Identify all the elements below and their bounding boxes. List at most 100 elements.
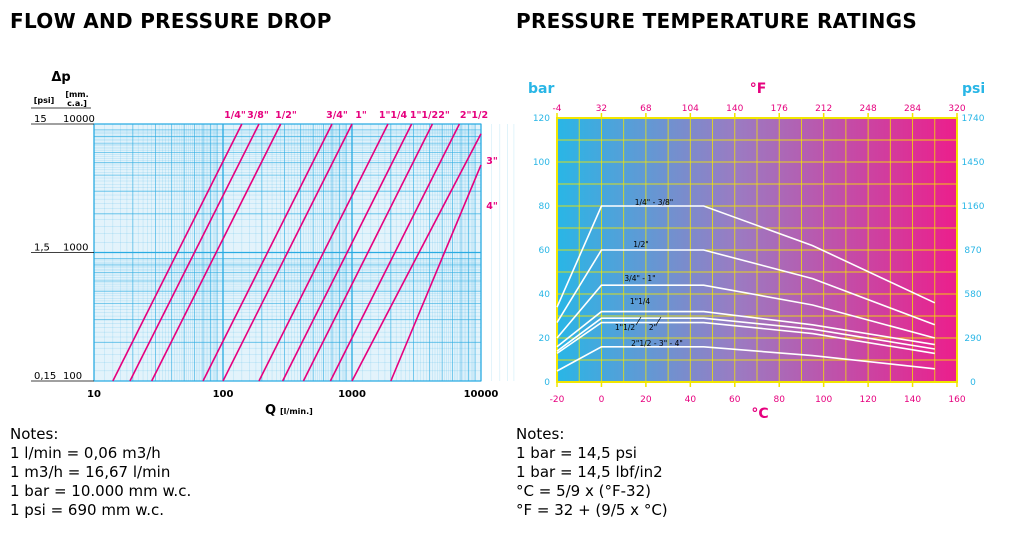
x-tick-label-f: 284 — [904, 104, 921, 114]
x-tick-label-f: 248 — [860, 104, 877, 114]
flow-curve — [329, 123, 461, 382]
y-unit-mm: [mm. — [65, 90, 88, 99]
x-tick-label: 10000 — [464, 389, 499, 400]
label-leader — [655, 316, 662, 326]
rating-curve — [556, 249, 936, 326]
x-tick-label-c: 80 — [773, 395, 785, 405]
y-tick-label-psi: 0,15 — [34, 371, 56, 382]
rating-curve-label: 1"1/4 — [630, 297, 651, 306]
curve-label: 1/4" — [224, 110, 246, 121]
curve-label: 4" — [486, 201, 498, 212]
notes-left-line: 1 m3/h = 16,67 l/min — [10, 463, 171, 481]
flow-curve — [129, 123, 260, 382]
rating-curve — [556, 205, 936, 308]
x-tick-label-c: 0 — [599, 395, 605, 405]
rating-curve — [556, 345, 935, 372]
rating-curve-label: 1"1/2 — [615, 323, 636, 332]
plot-frame — [556, 117, 958, 383]
curve-label: 3/4" — [326, 110, 348, 121]
x-tick-label-f: 212 — [815, 104, 832, 114]
x-tick-label-c: -20 — [550, 395, 565, 405]
x-axis-label: Q — [265, 403, 276, 418]
flow-chart-title: FLOW AND PRESSURE DROP — [10, 9, 332, 33]
label-leader — [635, 316, 642, 326]
notes-right: Notes: 1 bar = 14,5 psi 1 bar = 14,5 lbf… — [516, 425, 668, 520]
y-axis-label-bar: bar — [528, 81, 554, 97]
y-tick-label-psi: 0 — [970, 378, 976, 388]
curve-label: 2" — [438, 110, 450, 121]
x-tick-label-f: 176 — [771, 104, 788, 114]
y-tick-label-psi: 15 — [34, 114, 47, 125]
y-tick-label-psi: 870 — [964, 246, 981, 256]
curve-label: 1/2" — [275, 110, 297, 121]
notes-left-line: 1 psi = 690 mm w.c. — [10, 501, 164, 519]
x-tick-label-c: 140 — [904, 395, 921, 405]
pressure-chart-title: PRESSURE TEMPERATURE RATINGS — [516, 9, 918, 33]
x-tick-label-c: 40 — [685, 395, 697, 405]
y-tick-label-psi: 290 — [964, 334, 981, 344]
curve-label: 1"1/4 — [379, 110, 408, 121]
y-tick-label-mm: 10000 — [63, 114, 95, 125]
y-tick-label-bar: 60 — [539, 246, 551, 256]
rating-curve — [556, 321, 935, 355]
x-tick-label-f: 104 — [682, 104, 699, 114]
notes-left: Notes: 1 l/min = 0,06 m3/h 1 m3/h = 16,6… — [10, 425, 191, 520]
notes-right-line: °F = 32 + (9/5 x °C) — [516, 501, 668, 519]
notes-right-line: °C = 5/9 x (°F-32) — [516, 482, 651, 500]
rating-curve-label: 2"1/2 - 3" - 4" — [631, 339, 683, 348]
flow-curve — [351, 133, 482, 382]
y-tick-label-psi: 1,5 — [34, 243, 50, 254]
y-tick-label-bar: 120 — [533, 114, 550, 124]
x-tick-label-f: 320 — [948, 104, 965, 114]
x-tick-label-f: 140 — [726, 104, 743, 114]
x-tick-label-c: 120 — [860, 395, 877, 405]
x-axis-label-f: °F — [750, 81, 767, 97]
flow-curve — [390, 164, 482, 382]
x-tick-label-c: 20 — [640, 395, 652, 405]
y-tick-label-bar: 0 — [544, 378, 550, 388]
y-unit-psi: [psi] — [34, 96, 55, 105]
rating-curve-label: 2" — [649, 323, 657, 332]
x-axis-label-c: °C — [751, 406, 768, 422]
y-tick-label-bar: 80 — [539, 202, 551, 212]
y-tick-label-psi: 1740 — [962, 114, 985, 124]
x-tick-label-c: 100 — [815, 395, 832, 405]
notes-left-line: 1 bar = 10.000 mm w.c. — [10, 482, 192, 500]
y-tick-label-bar: 20 — [539, 334, 551, 344]
y-tick-label-bar: 40 — [539, 290, 551, 300]
rating-curve-label: 1/2" — [633, 240, 649, 249]
curve-label: 1" — [355, 110, 367, 121]
flow-pressure-chart: Δp [psi] [mm.c.a.] 15 10000 1,5 1000 0,15 100 10 1… — [31, 70, 515, 418]
notes-right-heading: Notes: — [516, 425, 565, 443]
y-axis-label-psi: psi — [962, 81, 985, 97]
y-tick-label-bar: 100 — [533, 158, 550, 168]
notes-right-line: 1 bar = 14,5 lbf/in2 — [516, 463, 663, 481]
x-tick-label-c: 160 — [948, 395, 965, 405]
notes-left-heading: Notes: — [10, 425, 59, 443]
pressure-temperature-chart: -20 0 20 40 60 80 100 120 140 160-4 32 68 104 140 176 2… — [528, 81, 985, 422]
curve-label: 3/8" — [247, 110, 269, 121]
y-unit-mm-line2: c.a.] — [67, 99, 87, 108]
rating-curve — [556, 310, 935, 348]
y-tick-label-mm: 100 — [63, 371, 82, 382]
y-tick-label-psi: 1160 — [962, 202, 985, 212]
rating-curve-label: 1/4" - 3/8" — [635, 198, 674, 207]
flow-curve — [281, 123, 413, 382]
flow-curve — [258, 123, 389, 382]
flow-curve — [202, 123, 333, 382]
flow-curve — [150, 123, 282, 382]
x-tick-label-c: 60 — [729, 395, 741, 405]
flow-curve — [302, 123, 434, 382]
x-tick-label-f: 32 — [596, 104, 607, 114]
flow-curve — [222, 123, 353, 382]
curve-label: 2"1/2 — [460, 110, 488, 121]
y-axis-label: Δp — [51, 70, 70, 85]
y-tick-label-mm: 1000 — [63, 243, 88, 254]
y-tick-label-psi: 580 — [964, 290, 981, 300]
x-tick-label: 10 — [87, 389, 101, 400]
x-tick-label-f: -4 — [553, 104, 562, 114]
flow-curve — [112, 123, 243, 382]
x-tick-label: 100 — [213, 389, 234, 400]
x-axis-unit: [l/min.] — [280, 407, 313, 416]
